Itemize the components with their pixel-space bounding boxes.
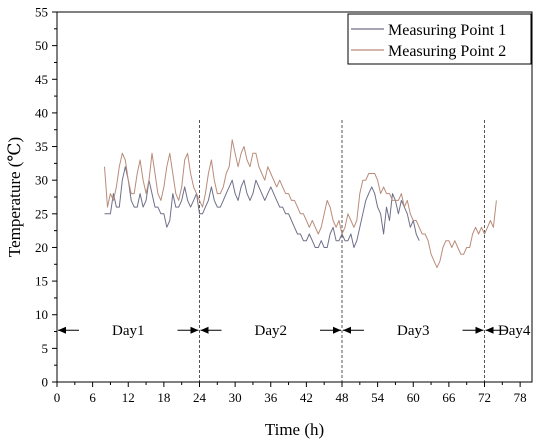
x-tick-label-30: 30 xyxy=(229,390,242,405)
x-tick-label-36: 36 xyxy=(264,390,278,405)
x-tick-label-66: 66 xyxy=(442,390,456,405)
day-label-2: Day2 xyxy=(255,323,288,339)
y-axis-title: Temperature (℃) xyxy=(5,137,24,257)
y-tick-label-30: 30 xyxy=(35,173,48,188)
y-tick-label-10: 10 xyxy=(35,307,48,322)
x-tick-label-18: 18 xyxy=(157,390,170,405)
x-tick-label-0: 0 xyxy=(54,390,61,405)
arrow-head-out-72 xyxy=(485,326,494,334)
y-tick-label-50: 50 xyxy=(35,38,48,53)
x-tick-label-72: 72 xyxy=(478,390,491,405)
y-tick-label-40: 40 xyxy=(35,105,48,120)
x-tick-label-78: 78 xyxy=(514,390,527,405)
y-tick-label-25: 25 xyxy=(35,206,48,221)
day-label-1: Day1 xyxy=(112,323,145,339)
y-tick-label-35: 35 xyxy=(35,139,48,154)
day-label-3: Day3 xyxy=(397,323,430,339)
y-tick-label-0: 0 xyxy=(42,375,49,390)
series-line-measuring-point-1 xyxy=(104,166,420,248)
day-labels: Day1 Day2 Day3 Day4 xyxy=(112,323,531,339)
x-tick-label-24: 24 xyxy=(193,390,207,405)
y-tick-label-5: 5 xyxy=(42,341,49,356)
legend: Measuring Point 1 Measuring Point 2 xyxy=(347,13,532,65)
legend-label-measuring-point-2: Measuring Point 2 xyxy=(388,43,506,60)
day-arrows xyxy=(58,326,507,334)
arrow-head-out-24 xyxy=(200,326,209,334)
axis-ticks: 0 6 12 18 24 30 36 42 48 54 60 66 72 78 0 5 10 15 20 25 30 35… xyxy=(35,5,527,406)
y-tick-label-45: 45 xyxy=(35,72,48,87)
series-line-measuring-point-2 xyxy=(104,139,497,269)
x-tick-label-6: 6 xyxy=(89,390,96,405)
legend-label-measuring-point-1: Measuring Point 1 xyxy=(388,22,506,39)
arrow-head-in-72 xyxy=(475,326,484,334)
y-tick-label-20: 20 xyxy=(35,240,48,255)
y-tick-label-55: 55 xyxy=(35,5,48,20)
day-label-4: Day4 xyxy=(498,323,531,339)
arrow-head-in-48 xyxy=(333,326,341,334)
y-tick-label-15: 15 xyxy=(35,274,48,289)
x-axis-title: Time (h) xyxy=(265,420,324,439)
x-tick-label-48: 48 xyxy=(336,390,349,405)
series-lines xyxy=(104,139,497,269)
x-tick-label-54: 54 xyxy=(371,390,385,405)
arrow-head-start xyxy=(58,326,66,334)
x-tick-label-42: 42 xyxy=(300,390,313,405)
arrow-head-in-24 xyxy=(190,326,199,334)
x-tick-label-60: 60 xyxy=(407,390,420,405)
x-tick-label-12: 12 xyxy=(122,390,135,405)
day-boundary-lines xyxy=(199,120,485,382)
legend-box xyxy=(347,13,532,65)
arrow-head-out-48 xyxy=(343,326,351,334)
